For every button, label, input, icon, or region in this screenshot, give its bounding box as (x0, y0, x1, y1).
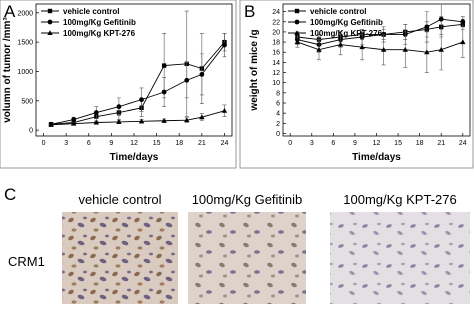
marker (460, 19, 466, 25)
x-tick-label: 0 (288, 140, 292, 147)
marker (71, 117, 77, 122)
x-tick-label: 24 (221, 140, 229, 147)
x-tick-label: 6 (87, 140, 91, 147)
y-tick-label: 24 (272, 9, 280, 16)
marker (294, 39, 301, 45)
y-axis-label: volumn of tumor /mm³ (2, 17, 13, 123)
marker (161, 89, 167, 95)
column-label: vehicle control (78, 192, 161, 207)
marker (116, 119, 122, 124)
marker (222, 42, 227, 48)
series-line (51, 110, 225, 126)
x-tick-label: 18 (416, 140, 424, 147)
marker (47, 19, 53, 25)
marker (47, 30, 53, 35)
y-tick-label: 12 (272, 70, 280, 77)
series-line (51, 41, 225, 125)
y-tick-label: 0 (276, 131, 280, 138)
y-tick-label: 2000 (17, 10, 33, 17)
ihc-image (62, 212, 178, 304)
y-tick-label: 1000 (17, 69, 33, 76)
y-tick-label: 10 (272, 80, 280, 87)
marker (460, 39, 466, 45)
marker (70, 120, 77, 126)
legend-label: vehicle control (310, 7, 366, 16)
column-label: 100mg/Kg Gefitinib (192, 192, 303, 207)
marker (294, 8, 300, 14)
marker (93, 119, 100, 125)
x-tick-label: 24 (459, 140, 467, 147)
marker (48, 122, 54, 127)
panel-label: B (244, 2, 255, 21)
y-tick-label: 20 (272, 29, 280, 36)
marker (116, 104, 122, 110)
x-tick-label: 9 (109, 140, 113, 147)
y-tick-label: 14 (272, 60, 280, 67)
ihc-image (330, 212, 470, 304)
marker (438, 16, 444, 22)
marker (316, 46, 322, 52)
y-tick-label: 0 (29, 128, 33, 135)
x-axis-label: Time/days (352, 152, 401, 163)
marker (138, 118, 145, 124)
x-tick-label: 18 (175, 140, 183, 147)
row-label: CRM1 (8, 254, 45, 269)
x-tick-label: 0 (42, 140, 46, 147)
x-tick-label: 6 (331, 140, 335, 147)
marker (380, 46, 387, 52)
x-tick-label: 3 (310, 140, 314, 147)
y-tick-label: 4 (276, 111, 280, 118)
y-tick-label: 22 (272, 19, 280, 26)
panel-label: C (4, 185, 16, 204)
y-tick-label: 1500 (17, 40, 33, 47)
x-tick-label: 3 (64, 140, 68, 147)
marker (438, 46, 444, 52)
marker (221, 107, 228, 113)
panel-label: A (4, 2, 16, 21)
marker (424, 24, 430, 30)
x-tick-label: 9 (353, 140, 357, 147)
marker (294, 30, 300, 35)
x-axis-label: Time/days (110, 152, 159, 163)
y-tick-label: 16 (272, 50, 280, 57)
x-tick-label: 15 (394, 140, 402, 147)
series-line (50, 44, 225, 125)
marker (294, 19, 300, 25)
marker (184, 117, 190, 123)
legend-label: 100mg/Kg Gefitinib (63, 18, 136, 27)
marker (402, 46, 408, 52)
marker (93, 110, 99, 115)
y-tick-label: 2 (276, 121, 280, 128)
legend-label: 100mg/Kg KPT-276 (63, 29, 136, 38)
x-tick-label: 21 (198, 140, 206, 147)
marker (184, 77, 190, 83)
marker (47, 8, 53, 14)
y-tick-label: 18 (272, 40, 280, 47)
panel-frame (0, 0, 237, 169)
legend-label: 100mg/Kg Gefitinib (310, 18, 383, 27)
x-tick-label: 21 (437, 140, 445, 147)
marker (199, 114, 205, 120)
ihc-image (188, 212, 306, 304)
marker (337, 41, 344, 47)
marker (161, 63, 167, 68)
marker (359, 44, 365, 50)
column-label: 100mg/Kg KPT-276 (343, 192, 456, 207)
marker (161, 117, 167, 123)
x-tick-label: 15 (153, 140, 161, 147)
y-tick-label: 8 (276, 90, 280, 97)
marker (199, 72, 205, 77)
x-tick-label: 12 (373, 140, 381, 147)
legend-label: 100mg/Kg KPT-276 (310, 29, 383, 38)
x-tick-label: 12 (130, 140, 138, 147)
y-tick-label: 500 (21, 98, 33, 105)
marker (424, 49, 430, 55)
y-axis-label: weight of mice /g (249, 29, 260, 111)
marker (139, 97, 144, 103)
y-tick-label: 6 (276, 101, 280, 108)
panel-frame (239, 0, 474, 169)
legend-label: vehicle control (63, 7, 119, 16)
